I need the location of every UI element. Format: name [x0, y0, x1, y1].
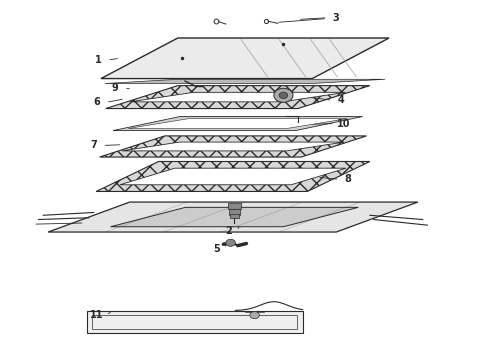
- Polygon shape: [128, 118, 347, 129]
- Text: 6: 6: [94, 98, 100, 107]
- Text: 3: 3: [333, 13, 340, 23]
- Bar: [229, 209, 240, 215]
- Text: 7: 7: [90, 140, 97, 150]
- Polygon shape: [120, 168, 346, 185]
- Text: 1: 1: [95, 55, 102, 65]
- Circle shape: [279, 92, 288, 99]
- Bar: [230, 214, 239, 218]
- Text: 5: 5: [213, 244, 220, 254]
- Polygon shape: [130, 92, 345, 102]
- Polygon shape: [99, 136, 367, 157]
- Text: 2: 2: [225, 226, 232, 236]
- Polygon shape: [48, 202, 418, 232]
- Polygon shape: [87, 311, 303, 333]
- Circle shape: [250, 312, 259, 319]
- Text: 4: 4: [338, 95, 344, 105]
- Text: 9: 9: [112, 83, 119, 93]
- Text: 11: 11: [90, 310, 104, 320]
- Circle shape: [226, 239, 235, 246]
- Polygon shape: [101, 38, 389, 78]
- Polygon shape: [105, 79, 385, 84]
- Circle shape: [274, 88, 293, 102]
- Polygon shape: [96, 162, 370, 192]
- Polygon shape: [111, 207, 358, 227]
- Polygon shape: [106, 86, 370, 109]
- Polygon shape: [122, 142, 344, 151]
- Bar: [228, 203, 241, 209]
- Text: 8: 8: [345, 174, 352, 184]
- Text: 10: 10: [337, 118, 350, 129]
- Polygon shape: [113, 117, 363, 131]
